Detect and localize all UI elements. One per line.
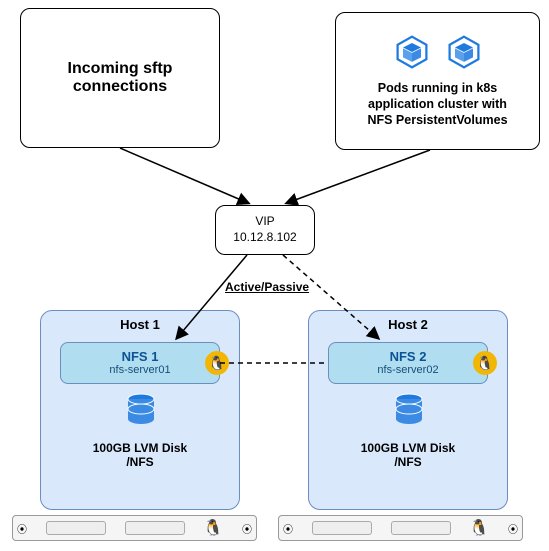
rack1: ⦿ 🐧 ⦿ [12, 515, 257, 541]
linux-icon: 🐧 [205, 351, 229, 375]
rack-bay [312, 521, 372, 535]
rack2: ⦿ 🐧 ⦿ [278, 515, 523, 541]
rack-handle: ⦿ [242, 521, 252, 536]
linux-icon: 🐧 [469, 518, 489, 538]
host2-disk-label: 100GB LVM Disk /NFS [309, 441, 507, 470]
k8s-box: Pods running in k8s application cluster … [335, 12, 540, 150]
edge-k8s-vip [287, 150, 430, 203]
linux-icon: 🐧 [473, 351, 497, 375]
k8s-icons-row [394, 34, 482, 70]
rack-handle: ⦿ [508, 521, 518, 536]
sftp-text: Incoming sftp connections [68, 60, 173, 96]
nfs2-title: NFS 2 [329, 349, 487, 364]
nfs2-box: NFS 2 nfs-server02 [328, 342, 488, 384]
linux-icon: 🐧 [203, 518, 223, 538]
vip-text: VIP 10.12.8.102 [233, 214, 296, 245]
host2-title: Host 2 [309, 317, 507, 332]
nfs2-sub: nfs-server02 [329, 364, 487, 376]
k8s-text: Pods running in k8s application cluster … [367, 80, 507, 129]
cube-icon [446, 34, 482, 70]
database-icon [394, 393, 424, 429]
nfs1-title: NFS 1 [61, 349, 219, 364]
nfs1-sub: nfs-server01 [61, 364, 219, 376]
host1-title: Host 1 [41, 317, 239, 332]
rack-handle: ⦿ [17, 521, 27, 536]
database-icon [126, 393, 156, 429]
sftp-box: Incoming sftp connections [20, 8, 220, 148]
host1-disk-label: 100GB LVM Disk /NFS [41, 441, 239, 470]
nfs1-box: NFS 1 nfs-server01 [60, 342, 220, 384]
rack-bay [46, 521, 106, 535]
rack-bay [125, 521, 185, 535]
edge-sftp-vip [120, 148, 248, 203]
rack-bay [391, 521, 451, 535]
active-passive-label: Active/Passive [225, 280, 309, 294]
cube-icon [394, 34, 430, 70]
rack-handle: ⦿ [283, 521, 293, 536]
vip-box: VIP 10.12.8.102 [215, 205, 315, 255]
